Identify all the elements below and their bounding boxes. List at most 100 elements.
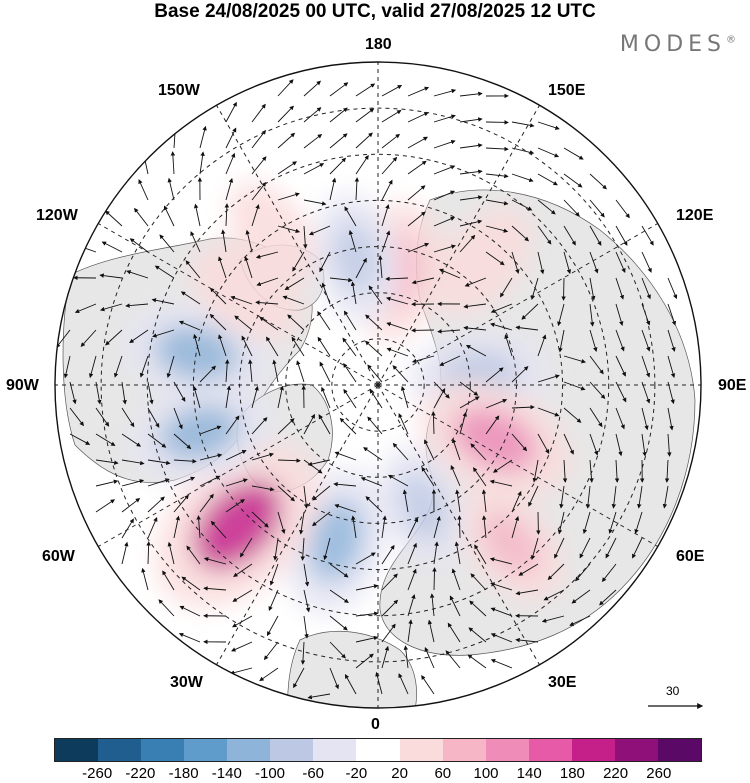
wind-vector [463, 303, 487, 309]
wind-vector [433, 244, 456, 253]
graticule [55, 62, 701, 708]
colorbar-swatch [485, 739, 529, 761]
lon-label-0: 0 [371, 716, 380, 733]
wind-vector [329, 641, 346, 659]
wind-vector [589, 225, 602, 246]
wind-vector [225, 478, 248, 487]
wind-vector [511, 433, 528, 452]
wind-vector [147, 433, 167, 448]
wind-vector [154, 265, 175, 279]
wind-vector [63, 355, 71, 379]
wind-vector [199, 365, 216, 383]
polar-map [54, 61, 704, 709]
wind-vector [303, 163, 325, 175]
wind-vector [411, 355, 435, 364]
wind-vector [329, 107, 348, 123]
wind-vector [173, 476, 196, 487]
wind-vector [641, 433, 647, 457]
wind-vector [232, 615, 253, 628]
wind-vector [589, 355, 604, 375]
wind-vector [563, 433, 574, 455]
wind-vector [632, 537, 643, 559]
wind-vector [166, 355, 175, 378]
lon-label-30e: 30E [548, 674, 577, 691]
wind-vector [224, 359, 230, 383]
wind-vector [173, 407, 183, 430]
wind-vector [129, 329, 149, 344]
colorbar-tick-label: 20 [391, 765, 408, 782]
wind-vector [147, 381, 154, 405]
wind-vector [589, 173, 607, 190]
colorbar-swatch [657, 739, 701, 761]
wind-vector [381, 110, 402, 123]
wind-vector [125, 303, 149, 308]
wind-vector [266, 336, 279, 357]
wind-vector [95, 381, 102, 405]
wind-vector [296, 360, 305, 383]
wind-vector [95, 459, 119, 465]
wind-vector [343, 388, 357, 409]
colorbar-tick-label: -260 [82, 765, 113, 782]
wind-vector [481, 515, 487, 539]
wind-vector [303, 589, 311, 613]
wind-vector [192, 385, 201, 409]
colorbar-tick-label: -60 [302, 765, 325, 782]
wind-vector [563, 225, 576, 246]
wind-vector [599, 589, 617, 606]
wind-vector [490, 322, 513, 331]
wind-vector [424, 646, 435, 669]
meridian-line [98, 223, 379, 386]
wind-vector [167, 541, 175, 565]
wind-vector [615, 381, 627, 403]
wind-vector [334, 451, 357, 461]
wind-vector [611, 485, 617, 509]
wind-vector [196, 515, 201, 539]
latitude-circle [285, 292, 471, 478]
wind-vector [421, 466, 435, 487]
wind-vector [209, 313, 227, 331]
wind-vector [225, 101, 237, 123]
lon-label-60e: 60E [676, 548, 705, 565]
wind-vector [355, 132, 373, 149]
wind-vector [485, 225, 509, 233]
wind-vector [173, 515, 180, 539]
wind-vector [662, 485, 669, 509]
wind-vector [411, 277, 435, 285]
colorbar-tick-label: 100 [473, 765, 499, 782]
wind-vector [225, 152, 236, 175]
colorbar-swatch [141, 739, 185, 761]
wind-vector [355, 108, 375, 123]
meridian-line [377, 223, 658, 386]
anomaly-blob [247, 205, 297, 263]
wind-vector [163, 205, 175, 227]
colorbar-tick-label: -180 [168, 765, 199, 782]
wind-vector [563, 251, 572, 275]
wind-vector [277, 458, 301, 463]
wind-vector [407, 136, 428, 149]
latitude-circle [100, 107, 656, 663]
wind-vector [101, 241, 123, 253]
wind-vector [248, 359, 253, 383]
wind-vector [385, 276, 409, 282]
wind-vector [99, 303, 123, 312]
wind-vector [490, 659, 513, 669]
wind-vector [489, 479, 513, 487]
wind-vector [637, 485, 643, 509]
wind-vector [537, 251, 545, 275]
wind-vector [511, 121, 535, 128]
wind-vector [614, 459, 620, 483]
wind-vector [589, 433, 599, 456]
colorbar-swatch [98, 739, 142, 761]
lon-label-90w: 90W [6, 377, 39, 394]
wind-vector [385, 296, 409, 305]
wind-vector [469, 600, 487, 617]
wind-vector [367, 416, 383, 435]
wind-vector [308, 225, 331, 236]
wind-vector [433, 114, 456, 123]
wind-vector [230, 295, 253, 305]
wind-vector [319, 251, 331, 273]
wind-vector [537, 334, 547, 357]
wind-vector [386, 322, 409, 331]
latitude-circle [146, 153, 610, 617]
wind-vector [355, 154, 369, 175]
